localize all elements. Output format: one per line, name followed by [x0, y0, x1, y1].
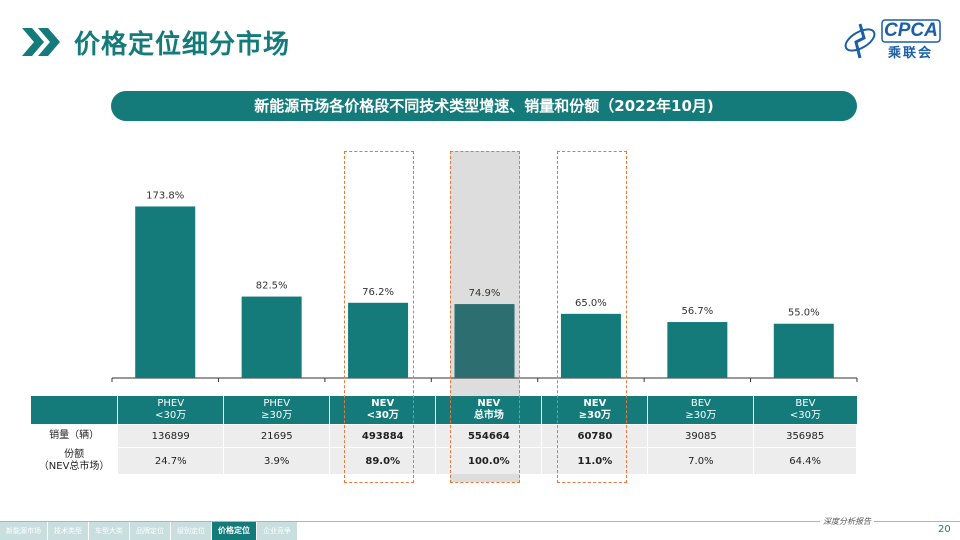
- table-header-cell: PHEV ≥30万: [223, 396, 331, 425]
- cpca-logo-icon: [844, 19, 941, 59]
- double-chevron-icon: [22, 28, 60, 56]
- table-cell: 24.7%: [117, 447, 225, 474]
- table-cell: 89.0%: [329, 447, 437, 474]
- bar-value-label: 173.8%: [146, 190, 184, 201]
- bar-value-label: 55.0%: [788, 308, 820, 319]
- table-cell: 64.4%: [753, 447, 857, 474]
- bar: [241, 296, 302, 378]
- table-corner-cell: [31, 396, 119, 425]
- bar-value-label: 82.5%: [256, 281, 288, 292]
- nav-item[interactable]: 级别定位: [171, 522, 211, 540]
- data-table: PHEV <30万 PHEV ≥30万 NEV <30万 NEV 总市场 NEV ≥30万…: [31, 396, 857, 474]
- table-cell: 21695: [223, 424, 331, 448]
- table-header-cell: NEV 总市场: [435, 396, 543, 425]
- table-row-sales: 销量（辆） 136899 21695 493884 554664 60780 3…: [31, 424, 857, 448]
- bar-value-label: 65.0%: [575, 298, 607, 309]
- page-number: 20: [938, 524, 951, 535]
- section-nav: 新能源市场 技术类型 车型大类 品牌定位 级别定位 价格定位 企业竞争: [0, 522, 298, 540]
- table-cell: 39085: [647, 424, 755, 448]
- logo-text: CPCA: [884, 20, 938, 41]
- table-header-cell: PHEV <30万: [117, 396, 225, 425]
- chart-title: 新能源市场各价格段不同技术类型增速、销量和份额（2022年10月): [111, 91, 857, 121]
- table-cell: 3.9%: [223, 447, 331, 474]
- table-cell: 136899: [117, 424, 225, 448]
- table-header-cell: BEV <30万: [753, 396, 857, 425]
- table-cell: 7.0%: [647, 447, 755, 474]
- bar: [135, 206, 196, 378]
- bar: [560, 313, 621, 378]
- bar: [667, 322, 728, 378]
- nav-item[interactable]: 技术类型: [48, 522, 88, 540]
- table-cell: 11.0%: [541, 447, 649, 474]
- row-label: 份额 （NEV总市场）: [31, 447, 119, 474]
- footer-tag: 深度分析报告: [820, 516, 874, 527]
- table-row-share: 份额 （NEV总市场） 24.7% 3.9% 89.0% 100.0% 11.0…: [31, 447, 857, 474]
- nav-item[interactable]: 品牌定位: [130, 522, 170, 540]
- logo-cn-text: 乘联会: [888, 46, 934, 61]
- nav-item[interactable]: 新能源市场: [0, 522, 47, 540]
- highlight-box-nev-total: [450, 151, 520, 483]
- table-header-row: PHEV <30万 PHEV ≥30万 NEV <30万 NEV 总市场 NEV ≥30万…: [31, 396, 857, 425]
- bar: [454, 304, 515, 378]
- table-cell: 356985: [753, 424, 857, 448]
- bar: [773, 323, 834, 378]
- nav-item[interactable]: 车型大类: [89, 522, 129, 540]
- bar-value-label: 76.2%: [362, 287, 394, 298]
- highlight-box-nev-under-30: [344, 151, 414, 483]
- nav-item[interactable]: 价格定位: [212, 522, 256, 540]
- nav-item[interactable]: 企业竞争: [257, 522, 297, 540]
- highlight-box-nev-over-30: [557, 151, 627, 483]
- table-cell: 60780: [541, 424, 649, 448]
- row-label: 销量（辆）: [31, 424, 119, 448]
- table-cell: 554664: [435, 424, 543, 448]
- bar: [348, 302, 409, 378]
- table-header-cell: BEV ≥30万: [647, 396, 755, 425]
- footer-divider: [0, 521, 960, 522]
- bar-chart: 173.8% 82.5% 76.2% 74.9% 65.0% 56.7% 55.0%: [111, 190, 858, 382]
- table-cell: 100.0%: [435, 447, 543, 474]
- table-header-cell: NEV ≥30万: [541, 396, 649, 425]
- bar-value-label: 56.7%: [681, 306, 713, 317]
- bar-value-label: 74.9%: [469, 288, 501, 299]
- page-title: 价格定位细分市场: [74, 30, 291, 60]
- table-header-cell: NEV <30万: [329, 396, 437, 425]
- table-cell: 493884: [329, 424, 437, 448]
